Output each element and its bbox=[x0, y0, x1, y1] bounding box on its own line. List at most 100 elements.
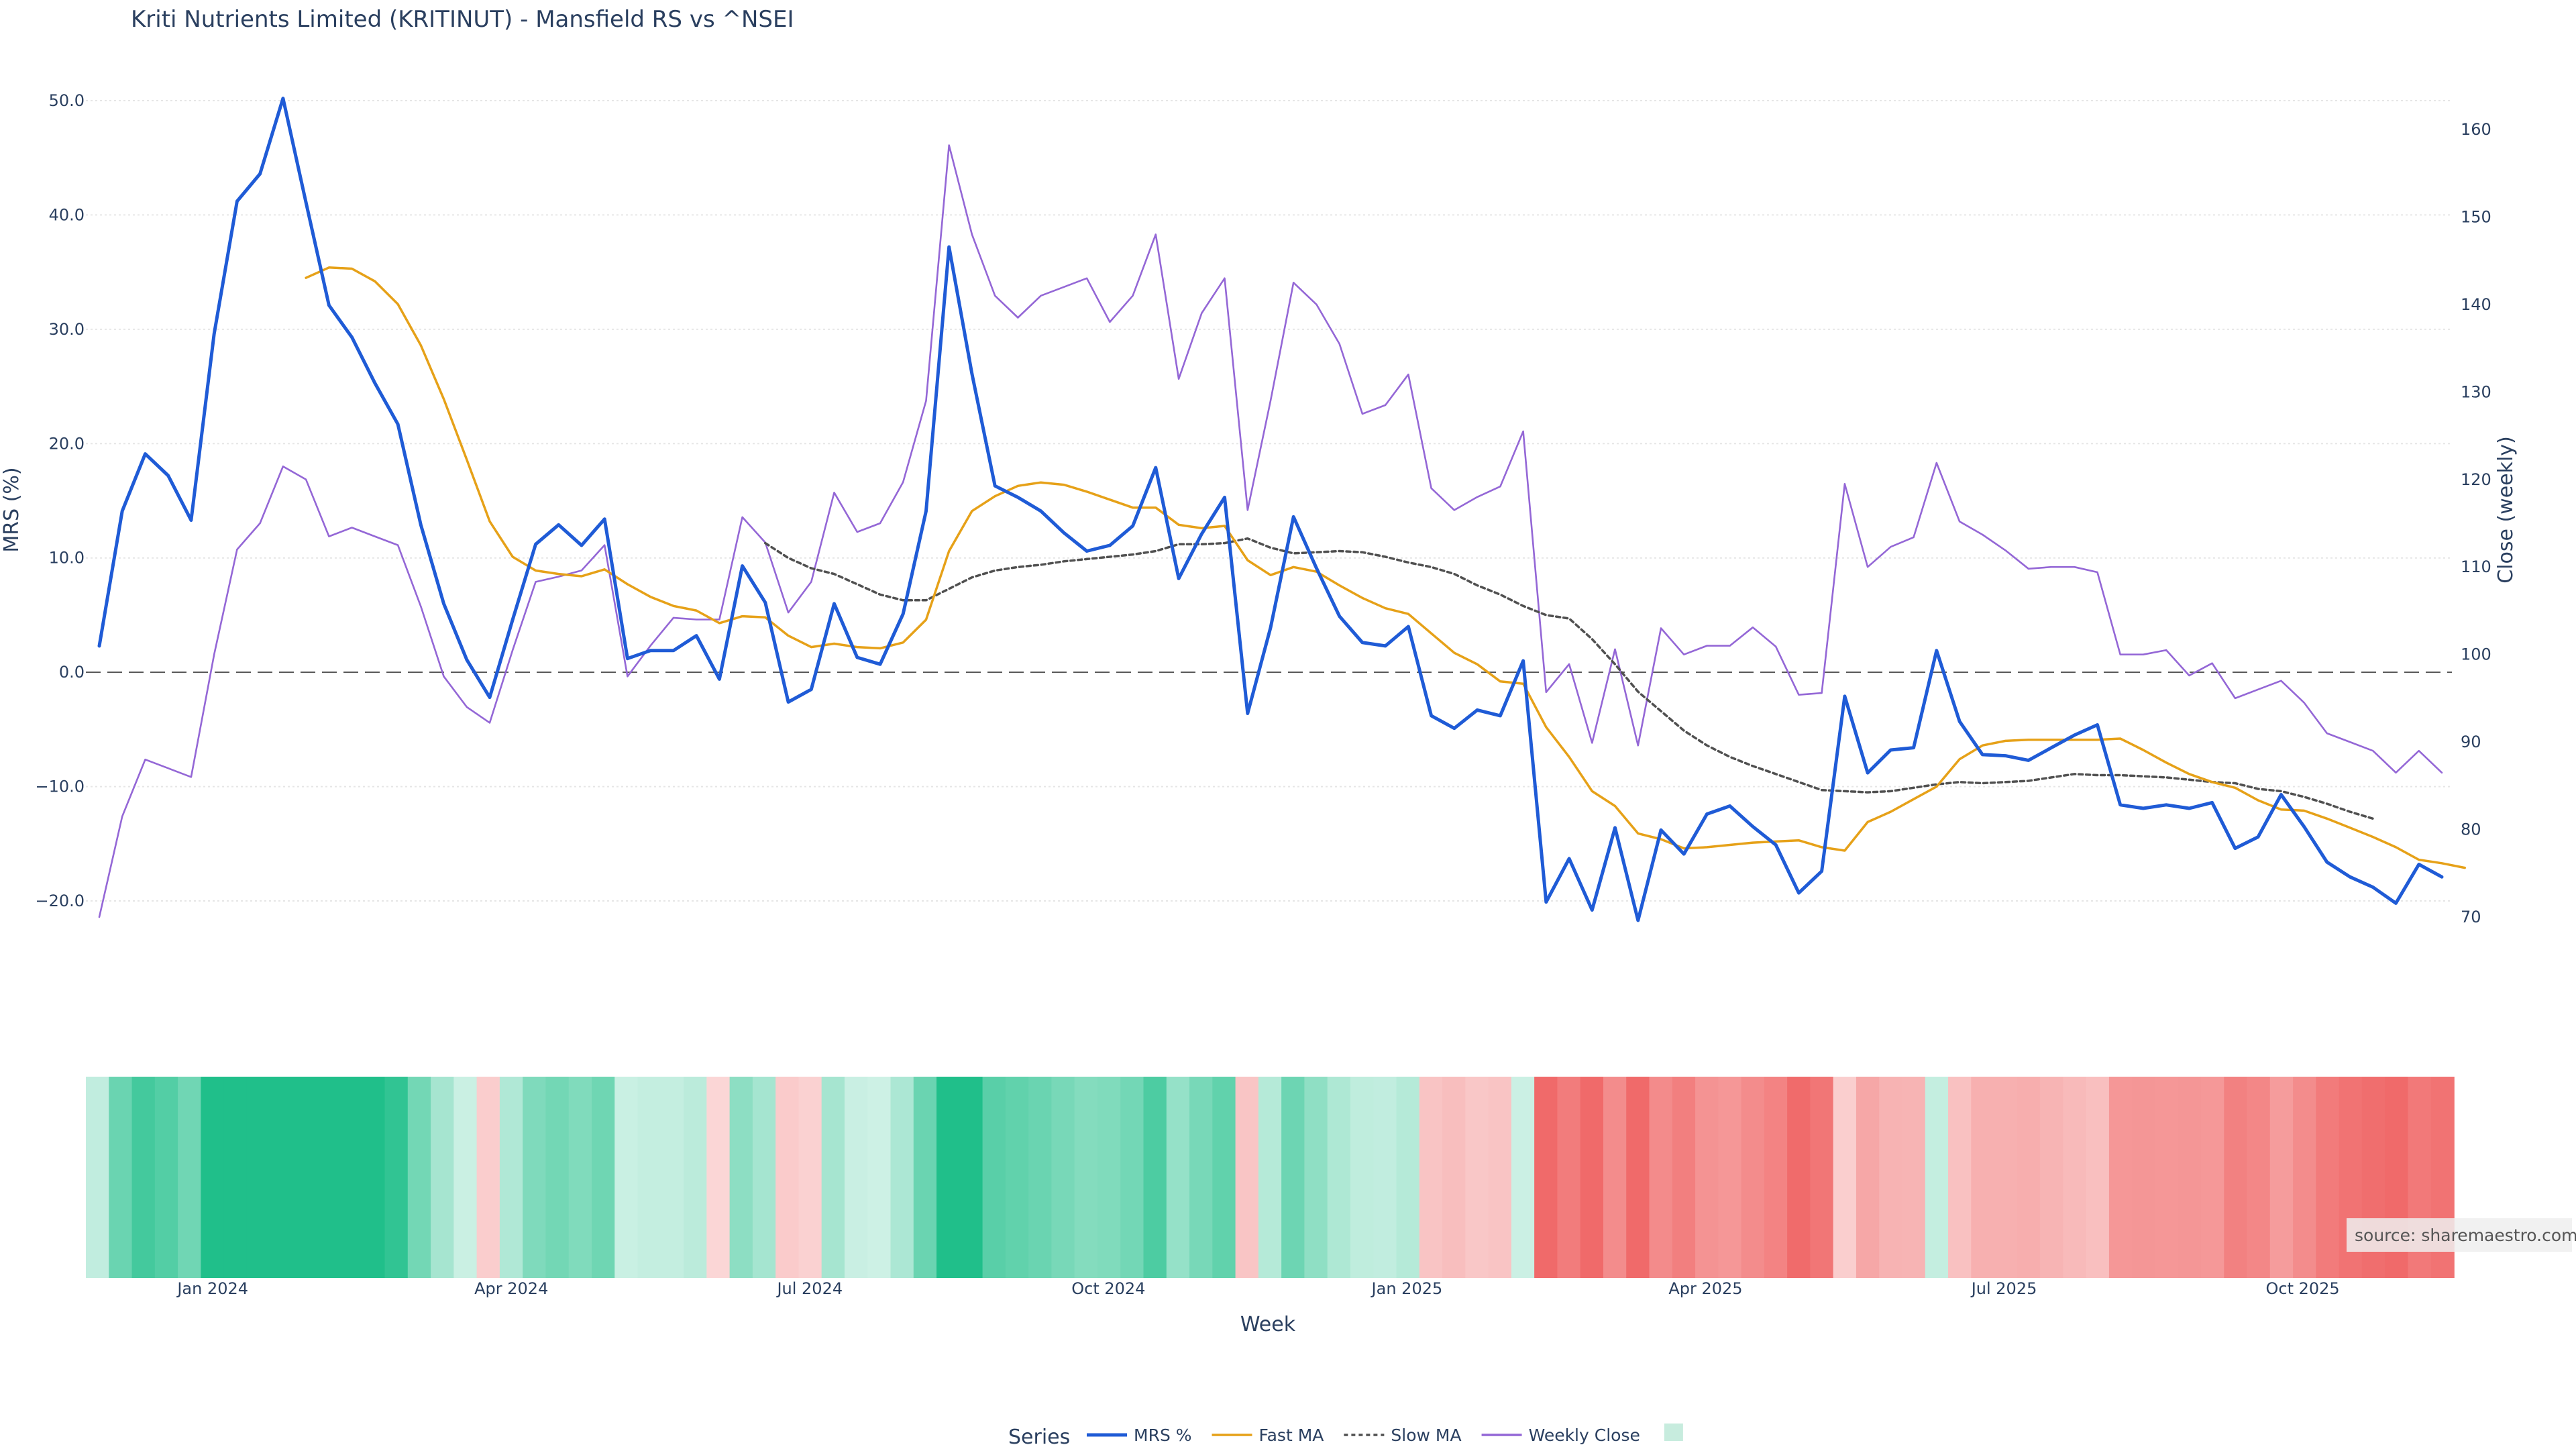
heatmap-cell bbox=[1005, 1077, 1029, 1278]
heatmap-cell bbox=[131, 1077, 156, 1278]
heatmap-cell bbox=[1281, 1077, 1305, 1278]
heatmap-cell bbox=[821, 1077, 845, 1278]
y-left-tick-label: −10.0 bbox=[35, 777, 85, 796]
heatmap-cell bbox=[1672, 1077, 1696, 1278]
grid-lines bbox=[86, 100, 2452, 902]
x-tick-label: Jul 2025 bbox=[1970, 1279, 2037, 1298]
heatmap-cell bbox=[2316, 1077, 2340, 1278]
heatmap-cell bbox=[499, 1077, 523, 1278]
y-left-tick-label: 20.0 bbox=[49, 434, 85, 453]
y-right-tick-label: 110 bbox=[2461, 557, 2491, 576]
heatmap-cell bbox=[2063, 1077, 2087, 1278]
heatmap-cell bbox=[109, 1077, 133, 1278]
heatmap-cell bbox=[1649, 1077, 1673, 1278]
legend-label: Slow MA bbox=[1391, 1426, 1461, 1445]
heatmap-cell bbox=[1166, 1077, 1190, 1278]
heatmap-cell bbox=[568, 1077, 592, 1278]
y-right-tick-label: 70 bbox=[2461, 908, 2481, 926]
heatmap-cell bbox=[154, 1077, 178, 1278]
heatmap-cell bbox=[431, 1077, 455, 1278]
heatmap-cell bbox=[1764, 1077, 1788, 1278]
x-tick-label: Jan 2025 bbox=[1371, 1279, 1443, 1298]
heatmap-cell bbox=[2224, 1077, 2248, 1278]
heatmap-cell bbox=[1534, 1077, 1558, 1278]
heatmap-cell bbox=[1718, 1077, 1742, 1278]
heatmap-cell bbox=[1350, 1077, 1375, 1278]
heatmap-cell bbox=[2247, 1077, 2271, 1278]
heatmap-cell bbox=[936, 1077, 961, 1278]
heatmap-cell bbox=[1580, 1077, 1604, 1278]
heatmap-cell bbox=[775, 1077, 800, 1278]
x-tick-label: Apr 2024 bbox=[474, 1279, 548, 1298]
heatmap-cell bbox=[913, 1077, 937, 1278]
heatmap-cell bbox=[684, 1077, 708, 1278]
heatmap-cell bbox=[1097, 1077, 1122, 1278]
y-right-tick-label: 160 bbox=[2461, 120, 2491, 139]
heatmap-cell bbox=[1971, 1077, 1995, 1278]
heatmap-cell bbox=[1304, 1077, 1328, 1278]
y-left-tick-label: −20.0 bbox=[35, 892, 85, 910]
heatmap-cell bbox=[178, 1077, 202, 1278]
y-right-tick-label: 90 bbox=[2461, 733, 2481, 751]
heatmap-cell bbox=[2178, 1077, 2202, 1278]
heatmap-cell bbox=[86, 1077, 110, 1278]
heatmap-cell bbox=[1856, 1077, 1880, 1278]
heatmap-cell bbox=[1787, 1077, 1811, 1278]
y-right-tick-label: 100 bbox=[2461, 645, 2491, 664]
heatmap-cell bbox=[614, 1077, 639, 1278]
heatmap-cell bbox=[1511, 1077, 1535, 1278]
heatmap-cell bbox=[1948, 1077, 1972, 1278]
y-left-tick-label: 50.0 bbox=[49, 91, 85, 110]
heatmap-cell bbox=[1074, 1077, 1098, 1278]
heatmap-cell bbox=[1465, 1077, 1489, 1278]
x-tick-label: Oct 2024 bbox=[1071, 1279, 1145, 1298]
x-axis-ticks: Jan 2024 Apr 2024 Jul 2024 Oct 2024 Jan 2025… bbox=[176, 1279, 2339, 1298]
legend-label: Weekly Close bbox=[1529, 1426, 1640, 1445]
heatmap-cell bbox=[959, 1077, 983, 1278]
heatmap-cell bbox=[1028, 1077, 1053, 1278]
y-axis-right-title: Close (weekly) bbox=[2494, 436, 2518, 584]
heatmap-cell bbox=[706, 1077, 731, 1278]
legend-label: Fast MA bbox=[1259, 1426, 1324, 1445]
heatmap-cell bbox=[1695, 1077, 1719, 1278]
y-left-tick-label: 10.0 bbox=[49, 549, 85, 568]
heatmap-cell bbox=[407, 1077, 431, 1278]
heatmap-cell bbox=[798, 1077, 822, 1278]
heatmap-cell bbox=[1810, 1077, 1834, 1278]
heatmap-cell bbox=[890, 1077, 914, 1278]
heatmap-cell bbox=[1626, 1077, 1650, 1278]
x-tick-label: Apr 2025 bbox=[1668, 1279, 1742, 1298]
heatmap-cell bbox=[2086, 1077, 2110, 1278]
heatmap-cell bbox=[2155, 1077, 2179, 1278]
y-right-tick-label: 130 bbox=[2461, 382, 2491, 401]
legend-item: Fast MA bbox=[1212, 1426, 1324, 1445]
y-right-tick-label: 80 bbox=[2461, 820, 2481, 839]
heatmap-cell bbox=[246, 1077, 270, 1278]
heatmap-cell bbox=[1419, 1077, 1443, 1278]
series-lines bbox=[97, 97, 2466, 922]
heatmap-cell bbox=[982, 1077, 1006, 1278]
chart-title: Kriti Nutrients Limited (KRITINUT) - Man… bbox=[131, 6, 794, 33]
source-label: source: sharemaestro.com bbox=[2355, 1226, 2576, 1245]
x-tick-label: Jul 2024 bbox=[775, 1279, 843, 1298]
heatmap-cell bbox=[1925, 1077, 1949, 1278]
heatmap-cell bbox=[201, 1077, 225, 1278]
heatmap-cell bbox=[362, 1077, 386, 1278]
heatmap-cell bbox=[1120, 1077, 1144, 1278]
heatmap-cell bbox=[338, 1077, 363, 1278]
heatmap-cell bbox=[1994, 1077, 2018, 1278]
heatmap-cell bbox=[1189, 1077, 1214, 1278]
heatmap-cell bbox=[292, 1077, 317, 1278]
heatmap-cell bbox=[384, 1077, 409, 1278]
heatmap-cell bbox=[1212, 1077, 1236, 1278]
y-left-tick-label: 30.0 bbox=[49, 320, 85, 339]
heatmap-cell bbox=[1373, 1077, 1397, 1278]
y-right-tick-label: 120 bbox=[2461, 470, 2491, 489]
heatmap-cell bbox=[2017, 1077, 2041, 1278]
heatmap-cell bbox=[2040, 1077, 2064, 1278]
heatmap-cell bbox=[591, 1077, 616, 1278]
heatmap-cell bbox=[1488, 1077, 1512, 1278]
heatmap-cell bbox=[2293, 1077, 2317, 1278]
heatmap-cell bbox=[315, 1077, 339, 1278]
